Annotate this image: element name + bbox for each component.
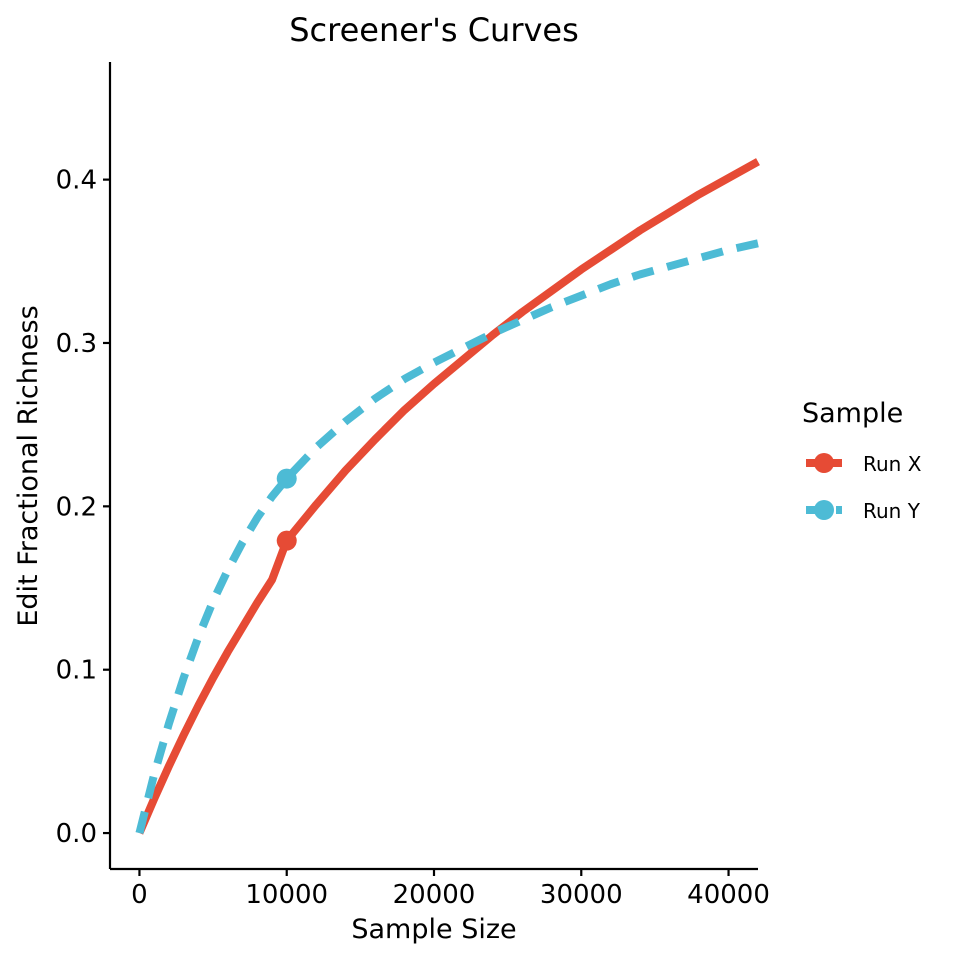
- series-point-run-x: [276, 530, 297, 551]
- series-layer: [135, 158, 760, 835]
- plot-area: [135, 158, 760, 835]
- x-tick-label: 40000: [687, 880, 770, 910]
- y-axis-title: Edit Fractional Richness: [13, 305, 44, 626]
- series-point-run-y: [276, 468, 297, 489]
- legend-key-marker-run-y: [814, 500, 834, 520]
- x-tick-label: 30000: [540, 880, 623, 910]
- x-axis-ticks: 0 10000 20000 30000 40000: [131, 869, 770, 910]
- legend: Sample Run X Run Y: [802, 398, 922, 523]
- y-tick-label: 0.3: [56, 329, 97, 359]
- chart-title: Screener's Curves: [289, 11, 579, 49]
- legend-title: Sample: [802, 398, 903, 429]
- x-tick-label: 10000: [245, 880, 328, 910]
- series-line-run-x: [135, 158, 760, 835]
- legend-label-run-y: Run Y: [863, 499, 921, 523]
- series-line-run-y: [135, 239, 759, 835]
- x-tick-label: 20000: [393, 880, 476, 910]
- y-tick-label: 0.2: [56, 492, 97, 522]
- y-tick-label: 0.1: [56, 656, 97, 686]
- legend-key-marker-run-x: [814, 453, 834, 473]
- y-tick-label: 0.4: [56, 166, 97, 196]
- x-axis-title: Sample Size: [351, 914, 516, 945]
- y-axis-ticks: 0.0 0.1 0.2 0.3 0.4: [56, 166, 110, 849]
- legend-items: Run X Run Y: [806, 452, 922, 523]
- y-tick-label: 0.0: [56, 819, 97, 849]
- legend-label-run-x: Run X: [863, 452, 922, 476]
- marker-layer: [276, 468, 297, 551]
- x-tick-label: 0: [131, 880, 148, 910]
